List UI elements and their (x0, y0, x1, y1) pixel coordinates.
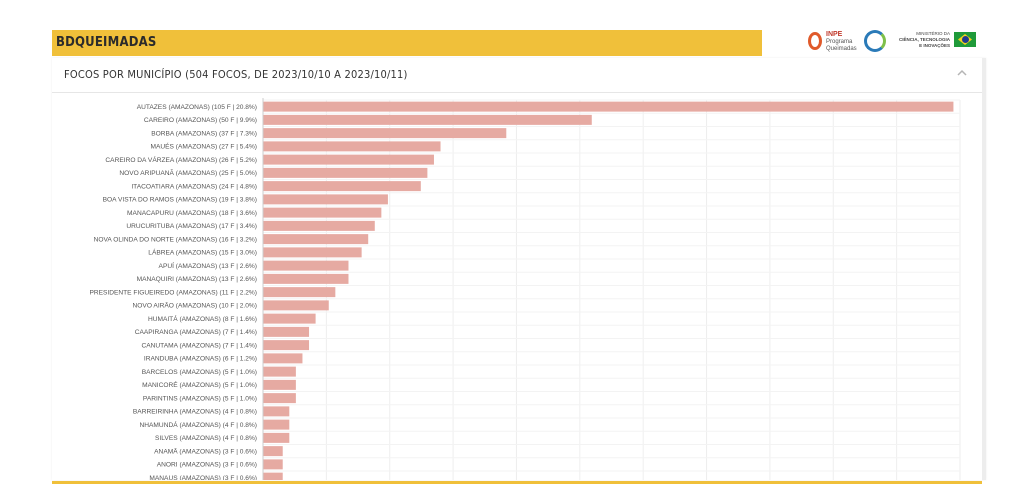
category-label: MANAUS (AMAZONAS) (3 F | 0.6%) (149, 475, 257, 480)
inpe-flame-icon (808, 32, 822, 50)
category-label: AUTAZES (AMAZONAS) (105 F | 20.8%) (137, 104, 257, 111)
category-label: BOA VISTA DO RAMOS (AMAZONAS) (19 F | 3.… (103, 197, 257, 204)
category-label: PARINTINS (AMAZONAS) (5 F | 1.0%) (143, 395, 257, 402)
ministry-line3: E INOVAÇÕES (919, 43, 950, 48)
bar[interactable] (263, 287, 336, 298)
category-label: BARREIRINHA (AMAZONAS) (4 F | 0.8%) (133, 409, 257, 416)
app-title: BDQUEIMADAS (56, 35, 157, 50)
inpe-logo: INPE Programa Queimadas (806, 28, 858, 58)
bar[interactable] (263, 154, 434, 165)
panel-header: FOCOS POR MUNICÍPIO (504 FOCOS, DE 2023/… (52, 58, 982, 93)
bar[interactable] (263, 247, 362, 258)
inpe-logo-line1: Programa (826, 39, 853, 45)
bar[interactable] (263, 181, 421, 192)
category-label: ITACOATIARA (AMAZONAS) (24 F | 4.8%) (131, 183, 257, 190)
bar[interactable] (263, 393, 296, 404)
category-label: PRESIDENTE FIGUEIREDO (AMAZONAS) (11 F |… (89, 289, 257, 296)
app-header-bar: BDQUEIMADAS (52, 30, 762, 56)
bar[interactable] (263, 194, 388, 205)
bar[interactable] (263, 300, 329, 311)
category-label: ANORI (AMAZONAS) (3 F | 0.6%) (157, 462, 257, 469)
bar[interactable] (263, 326, 310, 337)
bar[interactable] (263, 260, 349, 271)
bar[interactable] (263, 419, 290, 430)
logos-area: INPE Programa Queimadas MINISTÉRIO DA CI… (806, 28, 976, 58)
category-label: URUCURITUBA (AMAZONAS) (17 F | 3.4%) (126, 223, 257, 230)
bar[interactable] (263, 101, 954, 112)
bar[interactable] (263, 114, 592, 125)
chevron-up-icon[interactable] (956, 67, 968, 79)
category-label: NOVA OLINDA DO NORTE (AMAZONAS) (16 F | … (94, 236, 257, 243)
category-label: MANICORÉ (AMAZONAS) (5 F | 1.0%) (142, 380, 257, 389)
category-label: HUMAITÁ (AMAZONAS) (8 F | 1.6%) (148, 314, 257, 323)
bar[interactable] (263, 366, 296, 377)
bar[interactable] (263, 432, 290, 443)
category-label: BARCELOS (AMAZONAS) (5 F | 1.0%) (142, 369, 257, 376)
bar[interactable] (263, 313, 316, 324)
category-label: MAUÉS (AMAZONAS) (27 F | 5.4%) (151, 142, 258, 151)
inpe-logo-name: INPE (826, 31, 843, 38)
bar[interactable] (263, 340, 310, 351)
bar[interactable] (263, 472, 283, 480)
category-label: SILVES (AMAZONAS) (4 F | 0.8%) (155, 435, 257, 442)
bar[interactable] (263, 459, 283, 470)
swirl-logo-icon (864, 30, 886, 52)
bottom-accent-bar (52, 481, 982, 484)
category-label: MANACAPURU (AMAZONAS) (18 F | 3.6%) (127, 210, 257, 217)
inpe-logo-line2: Queimadas (826, 46, 857, 52)
category-label: CAREIRO (AMAZONAS) (50 F | 9.9%) (144, 117, 257, 124)
bar[interactable] (263, 167, 428, 178)
bar[interactable] (263, 207, 382, 218)
panel-title: FOCOS POR MUNICÍPIO (504 FOCOS, DE 2023/… (64, 68, 408, 81)
brazil-flag-icon (954, 32, 976, 47)
category-label: NOVO ARIPUANÃ (AMAZONAS) (25 F | 5.0%) (119, 168, 257, 177)
bar-chart: AUTAZES (AMAZONAS) (105 F | 20.8%) CAREIR… (89, 98, 961, 480)
bar[interactable] (263, 406, 290, 417)
bar[interactable] (263, 141, 441, 152)
bar[interactable] (263, 234, 369, 245)
chart-panel: FOCOS POR MUNICÍPIO (504 FOCOS, DE 2023/… (52, 58, 986, 480)
bar[interactable] (263, 220, 375, 231)
bar[interactable] (263, 446, 283, 457)
category-label: APUÍ (AMAZONAS) (13 F | 2.6%) (159, 261, 257, 270)
category-label: IRANDUBA (AMAZONAS) (6 F | 1.2%) (144, 356, 257, 363)
bar[interactable] (263, 273, 349, 284)
bar[interactable] (263, 353, 303, 364)
category-label: LÁBREA (AMAZONAS) (15 F | 3.0%) (148, 248, 257, 257)
bar[interactable] (263, 379, 296, 390)
category-label: BORBA (AMAZONAS) (37 F | 7.3%) (151, 130, 257, 137)
category-label: NOVO AIRÃO (AMAZONAS) (10 F | 2.0%) (133, 301, 257, 310)
bar[interactable] (263, 128, 507, 139)
ministry-line1: MINISTÉRIO DA (916, 31, 950, 36)
category-label: ANAMÃ (AMAZONAS) (3 F | 0.6%) (154, 446, 257, 455)
category-label: CANUTAMA (AMAZONAS) (7 F | 1.4%) (141, 342, 257, 349)
ministry-line2: CIÊNCIA, TECNOLOGIA (898, 37, 950, 42)
category-label: MANAQUIRI (AMAZONAS) (13 F | 2.6%) (137, 276, 257, 283)
category-label: CAREIRO DA VÁRZEA (AMAZONAS) (26 F | 5.2… (105, 155, 257, 164)
category-label: CAAPIRANGA (AMAZONAS) (7 F | 1.4%) (135, 329, 257, 336)
category-label: NHAMUNDÁ (AMAZONAS) (4 F | 0.8%) (140, 420, 257, 429)
ministry-logo: MINISTÉRIO DA CIÊNCIA, TECNOLOGIA E INOV… (894, 31, 950, 49)
